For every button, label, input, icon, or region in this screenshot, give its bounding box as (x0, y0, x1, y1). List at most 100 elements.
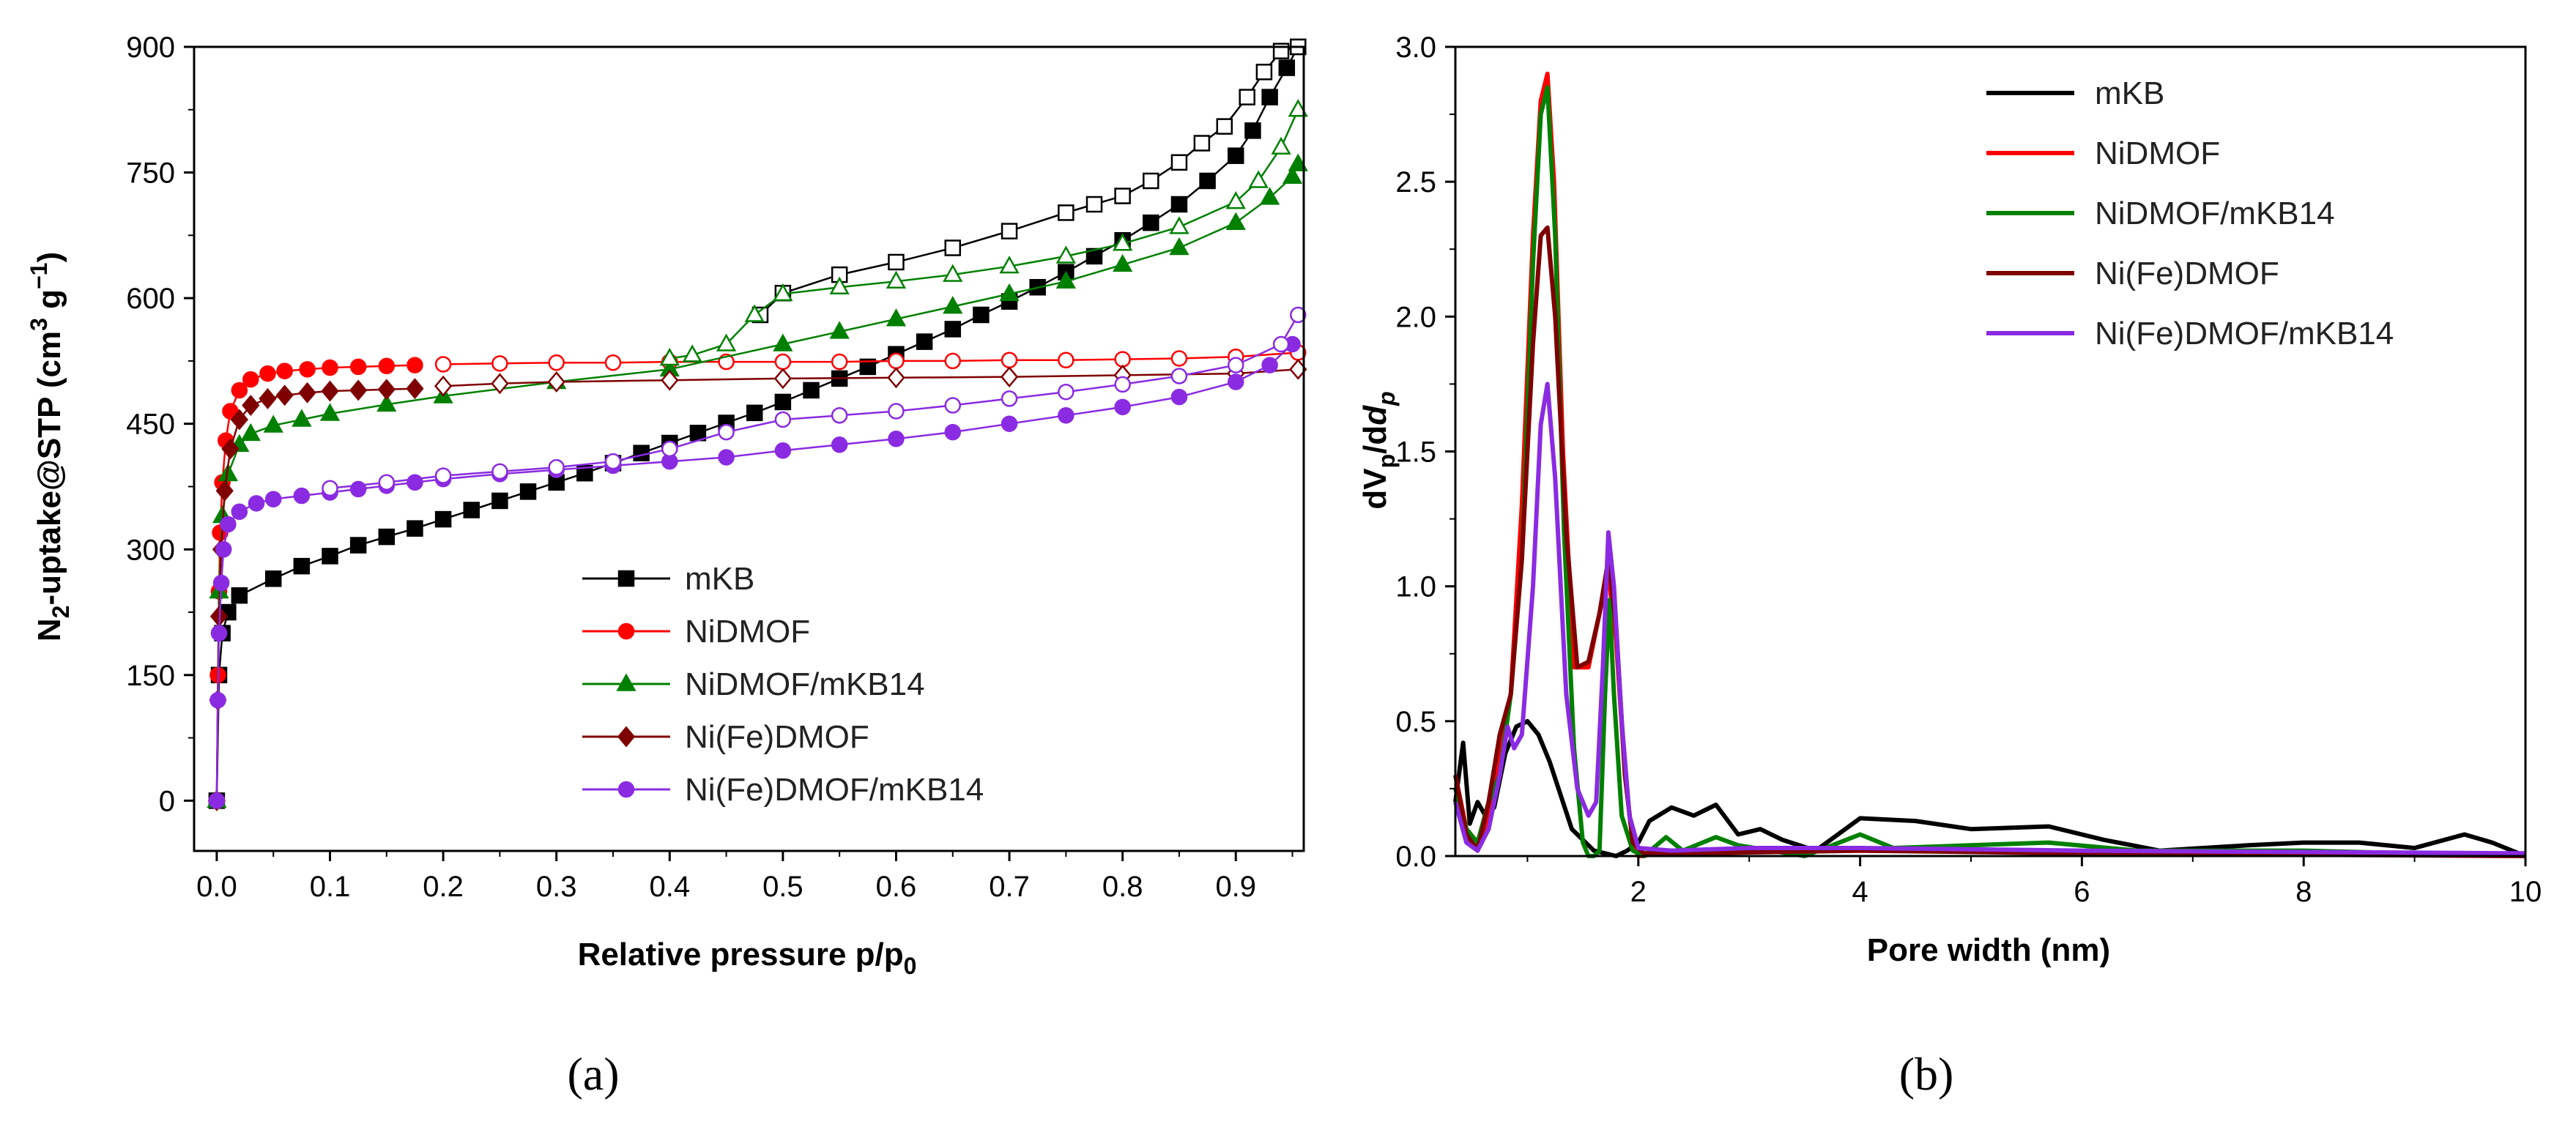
panel-b-series-nidmof-mkb14 (1453, 85, 2526, 858)
panel-a-data-point (276, 362, 293, 379)
panel-a-legend: mKB NiDMOF NiDMOF/mKB14 Ni(Fe)DMOF Ni(Fe)DMO… (582, 561, 984, 808)
panel-a-plot-frame (193, 45, 1305, 852)
panel-b-pore-size-chart: 2 4 6 8 10 0.0 0.5 1.0 1.5 2.0 2.5 3.0 Pore width (… (1357, 31, 2542, 1100)
panel-a-data-point (999, 256, 1020, 274)
panel-a-data-point (349, 379, 368, 401)
panel-b-y-tick-label: 0.0 (1395, 841, 1436, 873)
panel-a-data-point (943, 264, 963, 282)
panel-b-series-layer (1453, 71, 2527, 858)
panel-a-data-point (1000, 366, 1019, 388)
panel-a-data-point (1282, 165, 1303, 185)
panel-a-data-point (746, 404, 763, 422)
panel-a-data-point (463, 502, 480, 518)
panel-a-legend-marker (617, 781, 635, 798)
panel-a-data-point (774, 393, 792, 411)
panel-b-x-tick-label: 8 (2295, 876, 2312, 908)
panel-a-data-point (215, 480, 234, 502)
panel-a-data-point (210, 625, 228, 641)
panel-a-x-tick-label: 0.8 (1102, 871, 1143, 903)
panel-b-x-axis-title: Pore width (nm) (1867, 932, 2110, 968)
panel-a-data-point (1193, 135, 1211, 152)
panel-a-data-point (407, 520, 423, 537)
panel-a-data-point (248, 495, 265, 512)
panel-a-data-point (1169, 216, 1189, 234)
panel-a-data-point (744, 304, 765, 322)
panel-a-data-point (1225, 191, 1246, 209)
panel-a-data-point (434, 375, 453, 397)
panel-b-legend: mKB NiDMOF NiDMOF/mKB14 Ni(Fe)DMOF Ni(Fe)DMO… (1986, 75, 2394, 352)
panel-a-y-tick-label: 750 (126, 157, 175, 190)
panel-a-data-point (208, 792, 226, 809)
panel-a-data-point (322, 548, 338, 565)
panel-a-data-point (349, 358, 367, 376)
panel-a-data-point (1058, 407, 1074, 424)
panel-a-data-point (212, 574, 230, 592)
panel-a-x-tick-label: 0.3 (536, 871, 577, 903)
panel-b-label: (b) (1899, 1048, 1954, 1100)
panel-a-data-point (682, 344, 702, 362)
panel-a-data-point (1143, 214, 1159, 231)
panel-a-data-point (774, 353, 792, 371)
panel-a-data-point (604, 354, 622, 371)
panel-a-data-point (275, 384, 294, 406)
panel-a-data-point (973, 306, 990, 324)
panel-a-data-point (1288, 153, 1308, 171)
panel-a-data-point (999, 283, 1020, 302)
panel-a-data-point (831, 353, 848, 371)
panel-a-data-point (378, 474, 396, 491)
panel-b-legend-label: Ni(Fe)DMOF/mKB14 (2095, 316, 2394, 352)
panel-a-data-point (829, 321, 850, 339)
panel-a-data-point (242, 371, 259, 388)
panel-a-data-point (1001, 223, 1018, 239)
panel-a-data-point (434, 510, 452, 528)
panel-a-data-point (1216, 118, 1233, 135)
panel-a-data-point (491, 463, 508, 480)
panel-a-data-point (576, 464, 593, 482)
panel-a-adsorption-line (215, 364, 415, 801)
panel-b-x-tick-label: 10 (2509, 876, 2542, 908)
panel-a-data-point (491, 492, 508, 510)
panel-a-y-tick-label: 150 (126, 660, 175, 692)
panel-a-x-axis-title: Relative pressure p/p0 (578, 937, 917, 979)
panel-a-data-point (944, 352, 962, 370)
panel-a-data-point (1255, 64, 1273, 81)
panel-a-data-point (378, 528, 396, 546)
panel-a-desorption-line (443, 352, 1299, 365)
panel-a-data-point (1114, 187, 1131, 204)
panel-a-data-point (263, 414, 283, 433)
panel-a-data-point (859, 358, 877, 376)
panel-a-data-point (1225, 212, 1246, 230)
panel-a-data-point (773, 283, 793, 302)
panel-a-data-point (1170, 350, 1188, 367)
panel-a-x-tick-label: 0.0 (196, 871, 237, 903)
panel-b-y-tick-label: 1.0 (1395, 571, 1436, 603)
panel-a-data-point (633, 445, 650, 461)
panel-b-series-ni-fe-dmof (1453, 225, 2526, 858)
panel-b-y-tick-label: 0.5 (1395, 706, 1436, 738)
panel-a-data-point (1170, 154, 1188, 171)
panel-a-data-point (1239, 89, 1255, 105)
panel-a-x-tick-label: 0.6 (876, 871, 917, 903)
panel-a-data-point (1170, 196, 1188, 213)
panel-a-data-point (1058, 383, 1074, 401)
panel-a-data-point (831, 436, 848, 453)
panel-a-data-point (659, 347, 680, 366)
panel-a-data-point (407, 474, 423, 491)
panel-a-data-point (1055, 245, 1076, 264)
panel-a-data-point (209, 691, 226, 709)
panel-a-data-point (264, 570, 282, 587)
panel-a-data-point (1001, 415, 1018, 432)
panel-a-x-tick-label: 0.1 (310, 871, 351, 903)
panel-a-data-point (230, 409, 248, 431)
panel-a-data-point (299, 361, 316, 378)
panel-a-data-point (259, 387, 277, 409)
panel-b-legend-label: Ni(Fe)DMOF (2095, 256, 2279, 291)
panel-a-data-point (888, 403, 905, 420)
panel-a-data-point (221, 438, 240, 460)
panel-a-data-point (829, 276, 850, 295)
panel-a-data-point (1248, 170, 1269, 188)
panel-a-data-point (1058, 352, 1074, 369)
panel-a-x-tick-label: 0.5 (762, 871, 803, 903)
panel-a-data-point (220, 516, 237, 533)
panel-a-y-axis-title: N2-uptake@STP (cm3 g−1) (26, 252, 74, 641)
